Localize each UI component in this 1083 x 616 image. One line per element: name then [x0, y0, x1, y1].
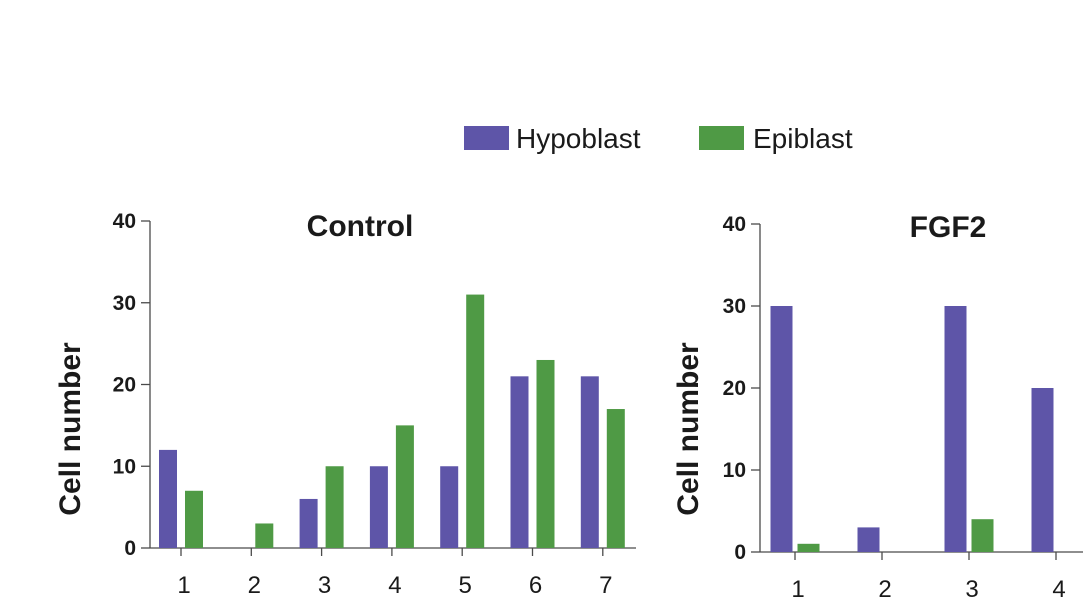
fgf2-chart: FGF2 Cell number 0 10 20 30 40 1 2 3 4 [672, 211, 1083, 603]
y-tick-label: 30 [723, 295, 746, 318]
legend: Hypoblast Epiblast [464, 123, 853, 154]
y-tick-label: 0 [124, 537, 136, 560]
bar-epiblast-7 [606, 409, 625, 548]
y-tick-label: 0 [734, 541, 746, 564]
bar-hypoblast-6 [510, 376, 529, 548]
y-tick-label: 10 [723, 459, 746, 482]
x-tick-label: 4 [388, 572, 401, 599]
bar-hypoblast-1 [159, 449, 177, 548]
epiblast-swatch-icon [699, 126, 744, 150]
bar-hypoblast-4 [369, 466, 388, 548]
x-tick-label: 2 [248, 572, 261, 599]
bar-epiblast-1 [797, 543, 820, 552]
y-axis-label: Cell number [672, 342, 705, 516]
x-tick-label: 6 [529, 572, 542, 599]
y-tick-label: 30 [113, 292, 136, 315]
bar-epiblast-5 [466, 294, 485, 548]
x-tick-label: 3 [965, 576, 978, 603]
hypoblast-swatch-icon [464, 126, 509, 150]
bar-hypoblast-3 [944, 306, 967, 552]
chart-title: FGF2 [910, 211, 987, 244]
chart-marks: 0 10 20 30 40 1 2 3 4 5 6 7 [113, 210, 636, 599]
bar-hypoblast-7 [580, 376, 599, 548]
y-tick-label: 20 [113, 374, 136, 397]
x-tick-label: 1 [177, 572, 190, 599]
bar-hypoblast-1 [770, 306, 793, 552]
x-tick-label: 2 [878, 576, 891, 603]
bar-epiblast-4 [395, 425, 414, 548]
bar-hypoblast-5 [440, 466, 459, 548]
bar-hypoblast-4 [1031, 388, 1054, 552]
x-tick-label: 5 [459, 572, 472, 599]
y-tick-label: 40 [113, 210, 136, 233]
x-tick-label: 3 [318, 572, 331, 599]
bar-epiblast-3 [325, 466, 344, 548]
y-tick-label: 40 [723, 213, 746, 236]
control-chart: Control Cell number 0 10 20 30 40 1 2 3 4 5 6 7 [54, 210, 636, 599]
y-tick-label: 10 [113, 455, 136, 478]
x-tick-label: 7 [599, 572, 612, 599]
bar-epiblast-6 [536, 359, 555, 548]
chart-marks: 0 10 20 30 40 1 2 3 4 [723, 213, 1083, 603]
bar-hypoblast-2 [857, 527, 880, 552]
legend-label-epiblast: Epiblast [753, 123, 853, 154]
y-tick-label: 20 [723, 377, 746, 400]
bar-epiblast-1 [185, 490, 203, 548]
legend-label-hypoblast: Hypoblast [516, 123, 641, 154]
bar-epiblast-3 [971, 519, 994, 552]
chart-title: Control [307, 210, 414, 243]
bar-hypoblast-3 [299, 498, 318, 548]
x-tick-label: 1 [791, 576, 804, 603]
bar-epiblast-2 [255, 523, 274, 548]
x-tick-label: 4 [1052, 576, 1065, 603]
y-axis-label: Cell number [54, 342, 87, 516]
